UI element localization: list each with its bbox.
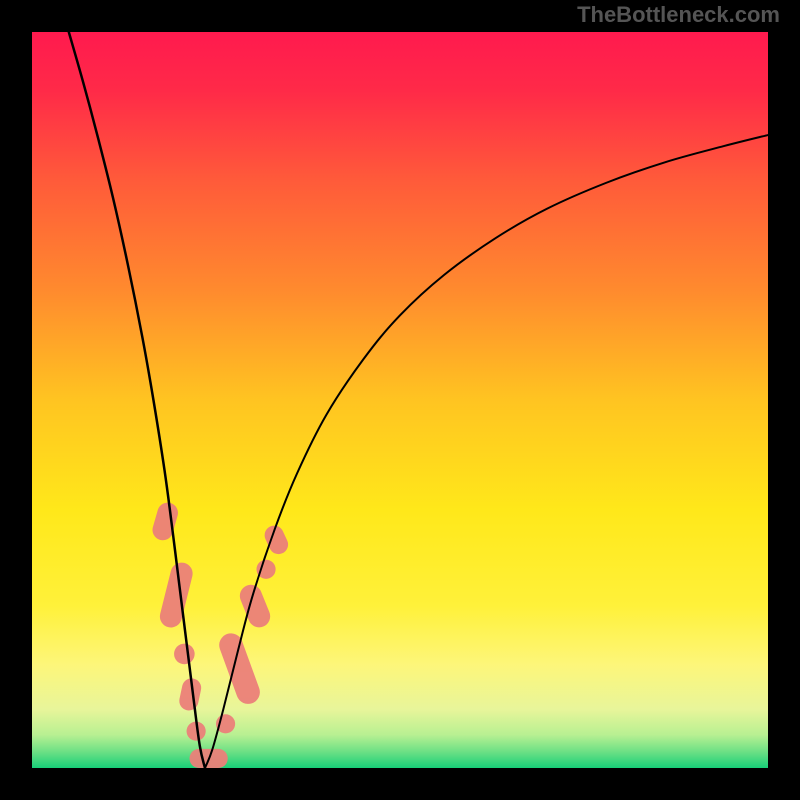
chart-frame: TheBottleneck.com xyxy=(0,0,800,800)
bottleneck-chart xyxy=(0,0,800,800)
data-marker xyxy=(174,644,195,665)
watermark-text: TheBottleneck.com xyxy=(577,2,780,28)
